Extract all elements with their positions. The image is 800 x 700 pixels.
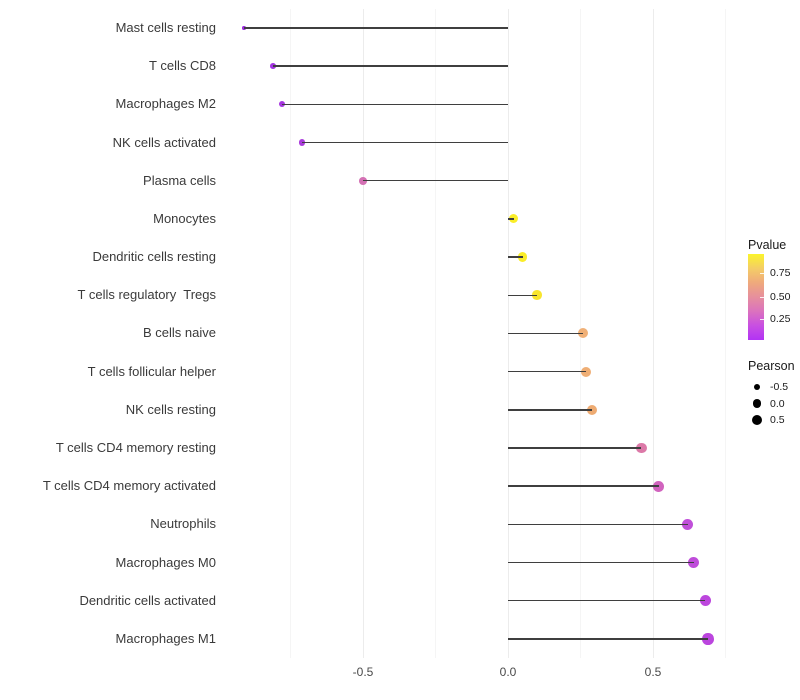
lollipop-stick bbox=[508, 218, 514, 220]
pvalue-bar-tick bbox=[760, 272, 764, 274]
lollipop-stick bbox=[363, 179, 508, 182]
y-axis-label: Dendritic cells activated bbox=[79, 592, 216, 608]
pearson-legend-title: Pearson bbox=[748, 359, 795, 373]
pvalue-legend-title: Pvalue bbox=[748, 238, 787, 252]
lollipop-stick bbox=[273, 65, 508, 67]
lollipop-stick bbox=[508, 638, 709, 640]
lollipop-stick bbox=[508, 447, 642, 449]
minor-gridline bbox=[435, 9, 436, 658]
lollipop-stick bbox=[281, 103, 508, 106]
y-axis-label: Macrophages M2 bbox=[115, 96, 216, 112]
pvalue-tick-label: 0.75 bbox=[770, 266, 791, 279]
y-axis-label: Plasma cells bbox=[143, 172, 216, 188]
y-axis-label: Dendritic cells resting bbox=[92, 249, 216, 265]
y-axis-label: Monocytes bbox=[153, 210, 216, 226]
lollipop-dot bbox=[581, 366, 592, 377]
lollipop-dot bbox=[278, 101, 285, 108]
pvalue-bar-tick bbox=[760, 319, 764, 321]
lollipop-stick bbox=[508, 256, 523, 258]
pearson-legend-dot bbox=[752, 399, 762, 408]
pearson-legend-label: 0.5 bbox=[770, 414, 785, 426]
lollipop-stick bbox=[508, 599, 706, 602]
y-axis-label: T cells regulatory Tregs bbox=[77, 287, 216, 303]
lollipop-stick bbox=[302, 141, 508, 144]
lollipop-dot bbox=[688, 556, 700, 569]
y-axis-label: Mast cells resting bbox=[115, 20, 216, 35]
pearson-legend-dot bbox=[753, 383, 761, 391]
y-axis-label: T cells CD4 memory activated bbox=[42, 478, 216, 494]
y-axis-label: T cells follicular helper bbox=[87, 363, 216, 379]
major-gridline bbox=[652, 9, 654, 658]
lollipop-dot bbox=[298, 139, 306, 146]
lollipop-stick bbox=[508, 485, 659, 487]
pearson-legend-label: -0.5 bbox=[770, 381, 789, 393]
lollipop-dot bbox=[359, 176, 367, 185]
lollipop-stick bbox=[508, 370, 587, 373]
pvalue-bar-tick bbox=[760, 297, 764, 298]
x-axis-tick-label: 0.0 bbox=[499, 665, 517, 679]
lollipop-stick bbox=[508, 523, 688, 526]
x-axis-tick-label: 0.5 bbox=[644, 665, 662, 679]
minor-gridline bbox=[290, 9, 291, 658]
pvalue-gradient-bar bbox=[748, 254, 764, 340]
y-axis-label: Neutrophils bbox=[150, 516, 216, 532]
y-axis-label: Macrophages M1 bbox=[115, 630, 216, 646]
y-axis-label: NK cells resting bbox=[125, 401, 216, 417]
lollipop-dot bbox=[587, 404, 598, 415]
pearson-legend-label: 0.0 bbox=[770, 397, 785, 410]
lollipop-stick bbox=[508, 561, 694, 564]
lollipop-stick bbox=[244, 27, 508, 29]
lollipop-stick bbox=[508, 409, 593, 411]
pvalue-tick-label: 0.25 bbox=[770, 313, 791, 326]
y-axis-label: Macrophages M0 bbox=[115, 554, 216, 570]
lollipop-dot bbox=[699, 595, 711, 607]
lollipop-stick bbox=[508, 332, 584, 335]
y-axis-label: T cells CD8 bbox=[149, 58, 216, 74]
pvalue-tick-label: 0.50 bbox=[770, 291, 791, 303]
lollipop-dot bbox=[636, 442, 647, 454]
lollipop-dot bbox=[578, 328, 589, 339]
y-axis-label: NK cells activated bbox=[112, 134, 216, 150]
y-axis-label: B cells naive bbox=[143, 325, 216, 341]
minor-gridline bbox=[725, 9, 726, 658]
lollipop-stick bbox=[508, 294, 537, 296]
pearson-legend-dot bbox=[751, 414, 763, 426]
major-gridline bbox=[362, 9, 364, 658]
lollipop-dot bbox=[682, 518, 694, 530]
y-axis-label: T cells CD4 memory resting bbox=[55, 439, 216, 455]
x-axis-tick-label: -0.5 bbox=[352, 665, 374, 679]
